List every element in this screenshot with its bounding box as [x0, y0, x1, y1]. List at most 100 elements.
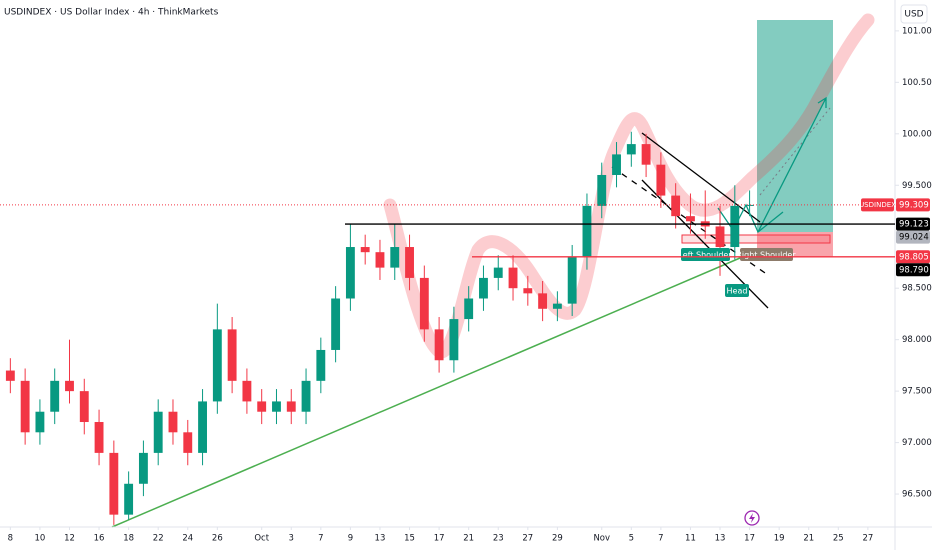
trend-line — [111, 257, 741, 528]
candle-body — [434, 329, 444, 361]
candle-body — [212, 329, 222, 402]
candle-body — [375, 252, 385, 268]
candle-body — [65, 380, 74, 392]
y-tick-label: 100.500 — [902, 78, 932, 88]
x-tick-label: 22 — [153, 534, 164, 544]
currency: USD — [904, 10, 923, 20]
price-label-box — [896, 250, 930, 264]
target-arrow — [757, 96, 827, 233]
y-tick-label: 98.000 — [902, 335, 932, 345]
y-tick-label: 97.500 — [902, 387, 932, 397]
x-tick-label: 3 — [289, 534, 294, 544]
y-tick-label: 99.500 — [902, 181, 932, 191]
event-icon — [749, 513, 755, 523]
candle-body — [656, 164, 666, 196]
candle-body — [508, 267, 518, 289]
candle-body — [405, 247, 414, 278]
chart-title: USDINDEX · US Dollar Index · 4h · ThinkM… — [4, 8, 219, 18]
candle-body — [50, 380, 60, 412]
symbol-tag: USDINDEX — [859, 201, 896, 209]
annotation-box — [725, 284, 749, 297]
candle-body — [286, 401, 296, 412]
x-tick-label: 29 — [552, 534, 563, 544]
x-tick-label: Nov — [593, 534, 610, 544]
x-tick-label: 15 — [404, 534, 415, 544]
x-tick-label: 17 — [744, 534, 755, 544]
candle-body — [493, 267, 503, 278]
x-tick-label: Oct — [254, 534, 269, 544]
candle-body — [257, 401, 267, 412]
x-tick-label: 21 — [803, 534, 814, 544]
candle-body — [301, 380, 311, 412]
x-tick-label: 11 — [685, 534, 696, 544]
candle-body — [641, 144, 651, 165]
projection-line — [759, 107, 831, 196]
candle-body — [538, 293, 548, 309]
y-tick-label: 100.000 — [902, 129, 932, 139]
x-tick-label: 8 — [8, 534, 13, 544]
x-tick-label: 19 — [774, 534, 785, 544]
candle-body — [109, 452, 119, 515]
candle-body — [419, 277, 429, 330]
candle-body — [331, 298, 341, 350]
candle-body — [686, 216, 695, 222]
candle-body — [582, 205, 592, 258]
candle-body — [552, 303, 562, 309]
y-tick-label: 98.500 — [902, 284, 932, 294]
candle-body — [626, 144, 636, 155]
y-tick-label: 101.000 — [902, 26, 932, 36]
drawings — [111, 13, 875, 528]
x-tick-label: 12 — [64, 534, 75, 544]
candle-body — [745, 204, 755, 206]
candle-body — [153, 411, 163, 453]
annotation: Right Shoulder — [736, 251, 796, 260]
price-label-box — [896, 263, 930, 277]
x-tick-label: 10 — [35, 534, 46, 544]
price-label: 98.805 — [899, 252, 929, 262]
candle-body — [198, 401, 207, 453]
event-icon — [744, 510, 760, 526]
candle-body — [715, 226, 725, 248]
candle-body — [316, 349, 326, 381]
x-tick-label: 24 — [182, 534, 193, 544]
candle-body — [449, 319, 459, 361]
price-label: 99.024 — [899, 233, 929, 243]
x-tick-label: 25 — [833, 534, 844, 544]
candle-body — [227, 329, 237, 381]
candle-body — [183, 432, 193, 453]
channel-line — [641, 132, 761, 223]
candle-body — [464, 298, 474, 320]
x-tick-label: 13 — [715, 534, 726, 544]
x-tick-label: 9 — [348, 534, 353, 544]
candle-body — [5, 370, 15, 381]
y-tick-label: 97.000 — [902, 438, 932, 448]
candle-body — [360, 247, 370, 253]
candle-body — [523, 288, 533, 294]
x-tick-label: 26 — [212, 534, 223, 544]
symbol-tag-box — [861, 198, 894, 212]
price-label-box — [896, 217, 930, 231]
plot — [5, 131, 755, 525]
currency-box — [900, 4, 928, 24]
neckline-zone — [681, 234, 831, 244]
candle-body — [20, 380, 30, 433]
x-tick-label: 16 — [94, 534, 105, 544]
x-tick-label: 27 — [522, 534, 533, 544]
candle-body — [390, 247, 400, 268]
candle-body — [168, 411, 178, 433]
price-label: 98.790 — [899, 265, 929, 275]
annotation-box — [681, 248, 730, 261]
x-tick-label: 17 — [434, 534, 445, 544]
annotation: Head — [727, 287, 748, 296]
x-tick-label: 27 — [862, 534, 873, 544]
annotation-box — [740, 248, 793, 261]
x-tick-label: 21 — [463, 534, 474, 544]
candle-body — [242, 380, 252, 402]
price-label: 99.309 — [899, 200, 929, 210]
x-tick-label: 18 — [123, 534, 134, 544]
x-tick-label: 7 — [318, 534, 323, 544]
candle-body — [730, 205, 740, 248]
candle-body — [671, 195, 681, 217]
candle-body — [597, 174, 607, 206]
